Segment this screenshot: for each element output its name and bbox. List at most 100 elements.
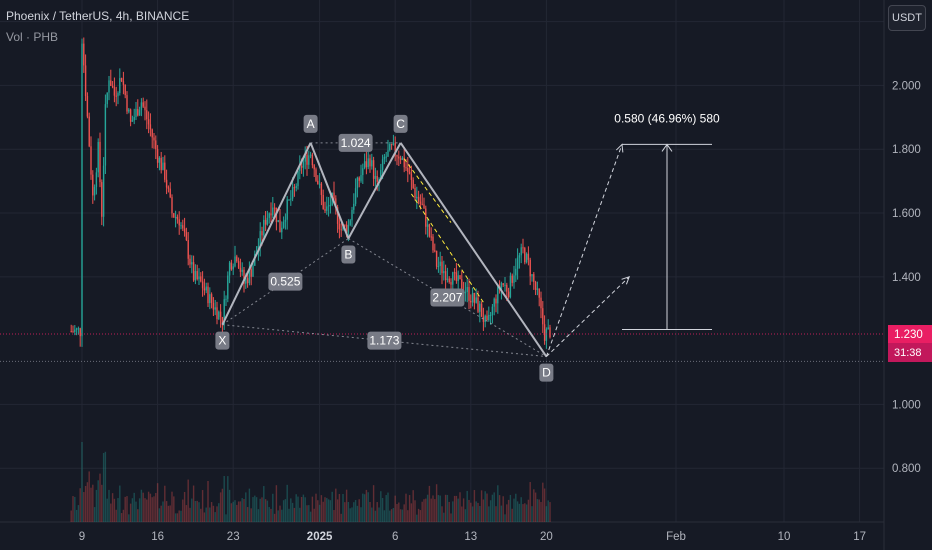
- candle-body: [151, 129, 153, 138]
- candle-body: [444, 271, 447, 280]
- candle-body: [455, 272, 458, 282]
- volume-bar: [70, 510, 72, 522]
- candle-body: [135, 109, 137, 118]
- volume-bar: [196, 500, 198, 522]
- measure-arrowhead: [661, 143, 673, 152]
- candle-body: [185, 232, 188, 241]
- volume-bar: [498, 495, 501, 522]
- candle-body: [149, 124, 152, 130]
- candle-body: [77, 328, 80, 330]
- candle-body: [405, 167, 407, 169]
- volume-bar: [104, 451, 107, 522]
- volume-bar: [421, 501, 423, 522]
- volume-bar: [223, 475, 225, 522]
- volume-bar: [457, 498, 459, 522]
- candle-body: [155, 140, 157, 150]
- candle-body: [351, 209, 353, 221]
- volume-bar: [495, 506, 497, 522]
- volume-bar: [434, 499, 436, 522]
- volume-bar: [351, 507, 353, 522]
- volume-bar: [394, 495, 396, 522]
- volume-bar: [324, 497, 326, 522]
- volume-bar: [261, 497, 263, 522]
- volume-bar: [326, 497, 328, 522]
- candle-body: [299, 166, 301, 171]
- ratio-label: 0.525: [270, 275, 300, 289]
- candle-body: [416, 196, 418, 199]
- time-tick-label: 23: [227, 531, 240, 543]
- candle-body: [286, 199, 288, 220]
- candle-body: [329, 205, 332, 207]
- volume-bar: [412, 490, 414, 522]
- candle-body: [266, 217, 269, 225]
- volume-bar: [479, 505, 481, 522]
- volume-bar: [180, 510, 182, 522]
- pattern-point-label: A: [307, 117, 315, 131]
- volume-bar: [97, 480, 99, 522]
- volume-bar: [86, 482, 89, 522]
- candle-body: [196, 271, 198, 280]
- volume-bar: [151, 497, 153, 522]
- volume-bar: [410, 503, 413, 522]
- volume-bar: [403, 504, 405, 522]
- volume-bar: [88, 471, 90, 522]
- volume-bar: [266, 500, 269, 522]
- candle-body: [398, 156, 400, 159]
- candle-body: [545, 329, 548, 341]
- candle-body: [470, 300, 472, 303]
- candle-body: [120, 78, 123, 82]
- volume-bar: [282, 500, 285, 522]
- volume-bar: [466, 490, 468, 522]
- volume-indicator-label[interactable]: Vol · PHB: [6, 30, 59, 44]
- price-tick-label: 0.800: [892, 463, 921, 475]
- candle-body: [261, 231, 263, 236]
- volume-bar: [378, 507, 380, 522]
- volume-bar: [192, 485, 195, 522]
- target-arrowhead: [621, 276, 631, 285]
- volume-bar: [470, 502, 472, 522]
- volume-bar: [430, 498, 432, 522]
- volume-bar: [230, 503, 233, 522]
- candle-body: [263, 219, 265, 236]
- candle-body: [122, 81, 125, 85]
- candle-body: [484, 315, 486, 322]
- volume-bar: [146, 499, 148, 522]
- volume-bar: [92, 484, 94, 522]
- volume-bar: [185, 505, 188, 522]
- volume-bar: [317, 500, 319, 522]
- candle-body: [549, 327, 551, 338]
- volume-bar: [270, 508, 272, 522]
- candle-body: [158, 157, 161, 163]
- volume-bar: [506, 504, 508, 522]
- currency-button[interactable]: USDT: [888, 5, 926, 31]
- volume-bar: [216, 506, 218, 522]
- volume-bar: [126, 496, 128, 522]
- candle-body: [176, 216, 179, 220]
- volume-bar: [264, 499, 267, 522]
- volume-bar: [527, 499, 530, 522]
- candle-body: [363, 161, 366, 169]
- candle-body: [81, 43, 83, 337]
- candle-body: [228, 262, 231, 276]
- volume-bar: [504, 514, 506, 522]
- candle-body: [133, 117, 135, 121]
- candle-body: [396, 155, 398, 157]
- target-arrow: [545, 144, 623, 357]
- volume-bar: [120, 513, 123, 522]
- candle-body: [419, 201, 422, 204]
- candle-body: [320, 183, 323, 195]
- volume-bar: [444, 494, 447, 522]
- candle-body: [164, 162, 166, 180]
- candle-body: [367, 158, 369, 168]
- candle-body: [273, 207, 276, 209]
- volume-bar: [502, 496, 504, 522]
- candle-body: [410, 173, 413, 180]
- volume-bar: [329, 500, 332, 522]
- candle-body: [437, 266, 440, 268]
- candle-body: [102, 165, 105, 217]
- volume-bar: [426, 494, 429, 522]
- candle-body: [230, 262, 233, 270]
- volume-bar: [333, 510, 335, 522]
- volume-bar: [101, 484, 103, 522]
